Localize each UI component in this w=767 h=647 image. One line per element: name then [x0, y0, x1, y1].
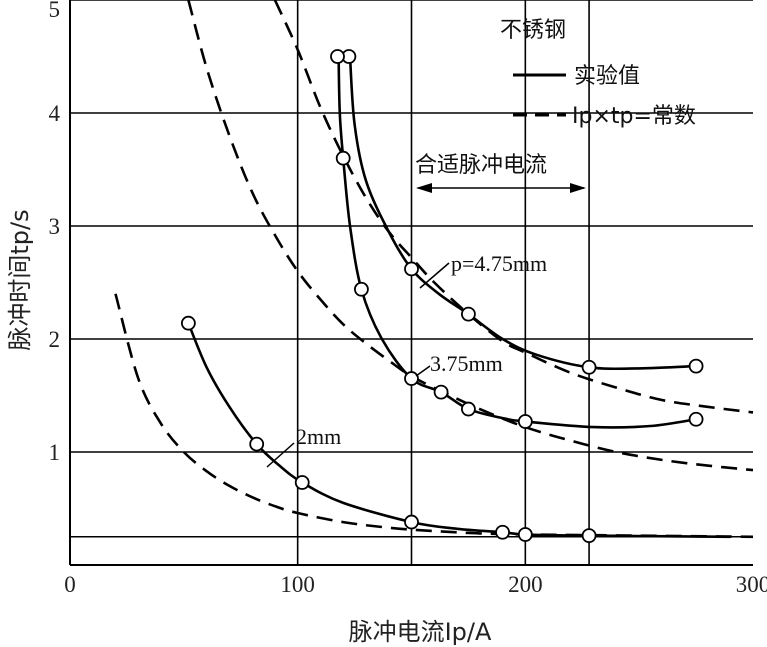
range-label: 合适脉冲电流 [415, 153, 547, 178]
x-tick-label: 100 [280, 572, 315, 597]
data-point [404, 371, 419, 386]
data-point [330, 49, 345, 64]
data-point [581, 359, 597, 375]
series-line-3-75mm [337, 56, 697, 429]
markers [180, 49, 704, 544]
data-point [688, 358, 704, 374]
mid-label: 3.75mm [430, 351, 503, 376]
data-point [495, 524, 510, 540]
grid [69, 0, 753, 566]
data-point [581, 528, 597, 544]
y-tick-label: 4 [49, 101, 61, 126]
data-point [249, 436, 265, 452]
data-point [461, 401, 476, 417]
legend-title: 不锈钢 [500, 18, 566, 43]
data-point [688, 411, 704, 427]
p-label-leader [419, 262, 450, 289]
x-tick-label: 0 [64, 572, 76, 597]
series-line-dashed-lower [114, 293, 754, 539]
y-tick-label: 1 [49, 440, 61, 465]
data-point [335, 150, 351, 166]
curve-labels: p=4.75mm 3.75mm 2mm [266, 251, 547, 468]
data-point [461, 306, 476, 322]
data-point [404, 261, 419, 277]
y-tick-label: 5 [49, 0, 61, 22]
low-label: 2mm [296, 424, 341, 449]
data-point [517, 414, 533, 429]
range-arrow-right-head [570, 183, 586, 193]
legend-entry-solid: 实验值 [574, 64, 640, 89]
data-point [404, 514, 419, 530]
data-point [180, 315, 196, 331]
legend-entry-dashed: Ip×tp=常数 [572, 104, 696, 129]
x-axis-label: 脉冲电流Ip/A [349, 618, 492, 646]
x-tick-label: 200 [508, 572, 543, 597]
range-arrow-left-head [416, 183, 432, 193]
range-annotation: 合适脉冲电流 [415, 153, 586, 193]
mid-label-leader [415, 365, 431, 377]
data-point [517, 527, 533, 542]
data-point [433, 384, 449, 400]
series-line-2mm [187, 322, 731, 539]
series-line-dashed-upper [273, 0, 754, 414]
legend: 不锈钢 实验值 Ip×tp=常数 [500, 18, 696, 129]
y-tick-label: 3 [49, 214, 61, 239]
y-tick-label: 2 [49, 327, 61, 352]
ticks: 0 100 200 300 1 2 3 4 5 [49, 0, 767, 597]
data-point [294, 475, 310, 490]
x-tick-label: 300 [736, 572, 767, 597]
data-point [354, 281, 369, 297]
low-label-leader [266, 442, 295, 468]
curves [114, 0, 754, 539]
p-label: p=4.75mm [451, 251, 547, 276]
y-axis-label: 脉冲时间tp/s [6, 209, 34, 350]
series-line-dashed-middle [187, 0, 754, 472]
